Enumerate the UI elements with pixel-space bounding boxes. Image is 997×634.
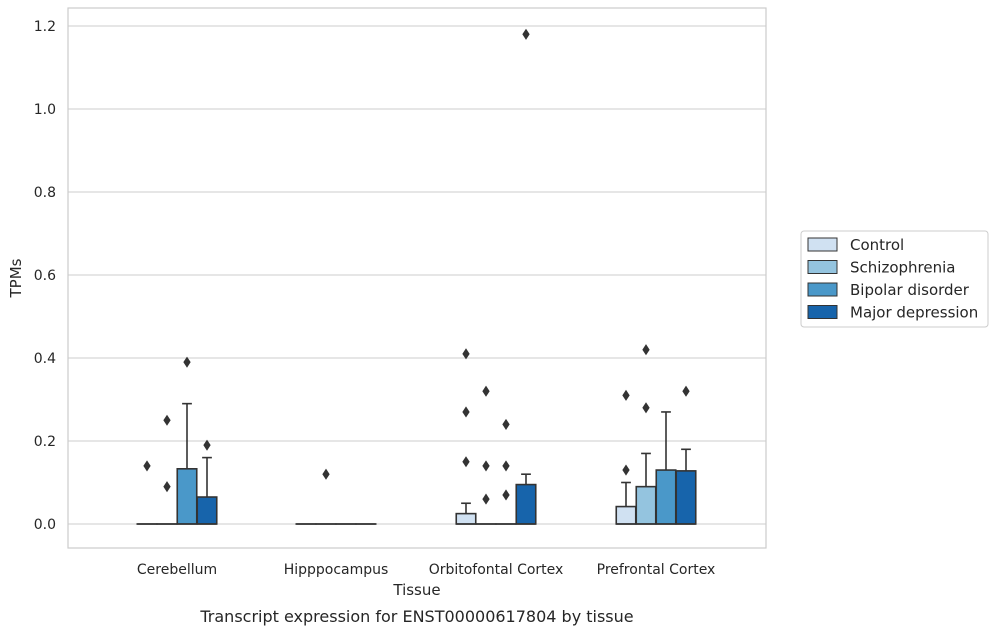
- box-group: [136, 460, 158, 525]
- box-group: [675, 385, 697, 525]
- outlier-point: [163, 481, 171, 493]
- outlier-point: [462, 348, 470, 360]
- box-rect: [615, 505, 637, 525]
- y-tick-label: 1.0: [34, 102, 56, 118]
- box-rect: [655, 469, 677, 525]
- y-tick-label: 0.0: [34, 517, 56, 533]
- outlier-point: [502, 418, 510, 430]
- box-rect: [515, 483, 537, 525]
- outlier-point: [462, 456, 470, 468]
- x-tick-label: Cerebellum: [137, 562, 217, 578]
- box-rect: [675, 470, 697, 525]
- outlier-point: [203, 439, 211, 451]
- box-group: [196, 439, 218, 525]
- x-axis-label: Tissue: [392, 581, 440, 599]
- outlier-point: [183, 356, 191, 368]
- box-group: [475, 385, 497, 525]
- y-tick-label: 0.8: [34, 185, 56, 201]
- box-group: [495, 418, 517, 525]
- legend-label: Control: [850, 236, 904, 254]
- box-rect: [176, 468, 198, 525]
- box-rect: [196, 496, 218, 525]
- outlier-point: [143, 460, 151, 472]
- legend: Control Schizophrenia Bipolar disorder Majo…: [800, 230, 989, 328]
- outlier-point: [502, 489, 510, 501]
- legend-frame: [800, 230, 989, 328]
- box-rect: [455, 512, 477, 525]
- y-tick-label: 0.4: [34, 351, 56, 367]
- y-tick-label: 0.6: [34, 268, 56, 284]
- outlier-point: [522, 28, 530, 40]
- legend-label: Major depression: [850, 304, 978, 322]
- x-tick-label: Hipppocampus: [284, 562, 389, 578]
- boxes-layer: [136, 28, 697, 525]
- box-group: [515, 28, 537, 525]
- outlier-point: [682, 385, 690, 397]
- chart-caption: Transcript expression for ENST0000061780…: [199, 607, 633, 626]
- outlier-point: [322, 468, 330, 480]
- outlier-point: [462, 406, 470, 418]
- box-group: [635, 344, 657, 525]
- y-tick-label: 1.2: [34, 19, 56, 35]
- legend-label: Schizophrenia: [850, 259, 955, 277]
- legend-swatch: [807, 237, 838, 252]
- legend-swatch: [807, 260, 838, 274]
- legend-swatch: [807, 282, 838, 297]
- grid-layer: [68, 25, 766, 525]
- outlier-point: [482, 493, 490, 505]
- outlier-point: [163, 414, 171, 426]
- x-axis-ticks: Cerebellum Hipppocampus Orbitofontal Corte…: [137, 562, 715, 578]
- outlier-point: [642, 402, 650, 414]
- legend-swatch: [807, 305, 838, 319]
- outlier-point: [482, 385, 490, 397]
- outlier-point: [622, 464, 630, 476]
- plot-frame: [67, 7, 767, 549]
- box-rect: [635, 485, 657, 525]
- box-group: [156, 414, 178, 525]
- outlier-point: [622, 389, 630, 401]
- y-tick-label: 0.2: [34, 434, 56, 450]
- outlier-point: [502, 460, 510, 472]
- outlier-point: [642, 344, 650, 356]
- legend-label: Bipolar disorder: [850, 281, 970, 299]
- box-group: [615, 389, 637, 525]
- x-tick-label: Prefrontal Cortex: [597, 562, 716, 578]
- box-group: [655, 411, 677, 525]
- x-tick-label: Orbitofontal Cortex: [429, 562, 564, 578]
- box-group: [455, 348, 477, 525]
- y-axis-ticks: 0.0 0.2 0.4 0.6 0.8 1.0 1.2: [34, 19, 56, 533]
- outlier-point: [482, 460, 490, 472]
- y-axis-label: TPMs: [7, 258, 25, 298]
- box-group: [315, 468, 337, 525]
